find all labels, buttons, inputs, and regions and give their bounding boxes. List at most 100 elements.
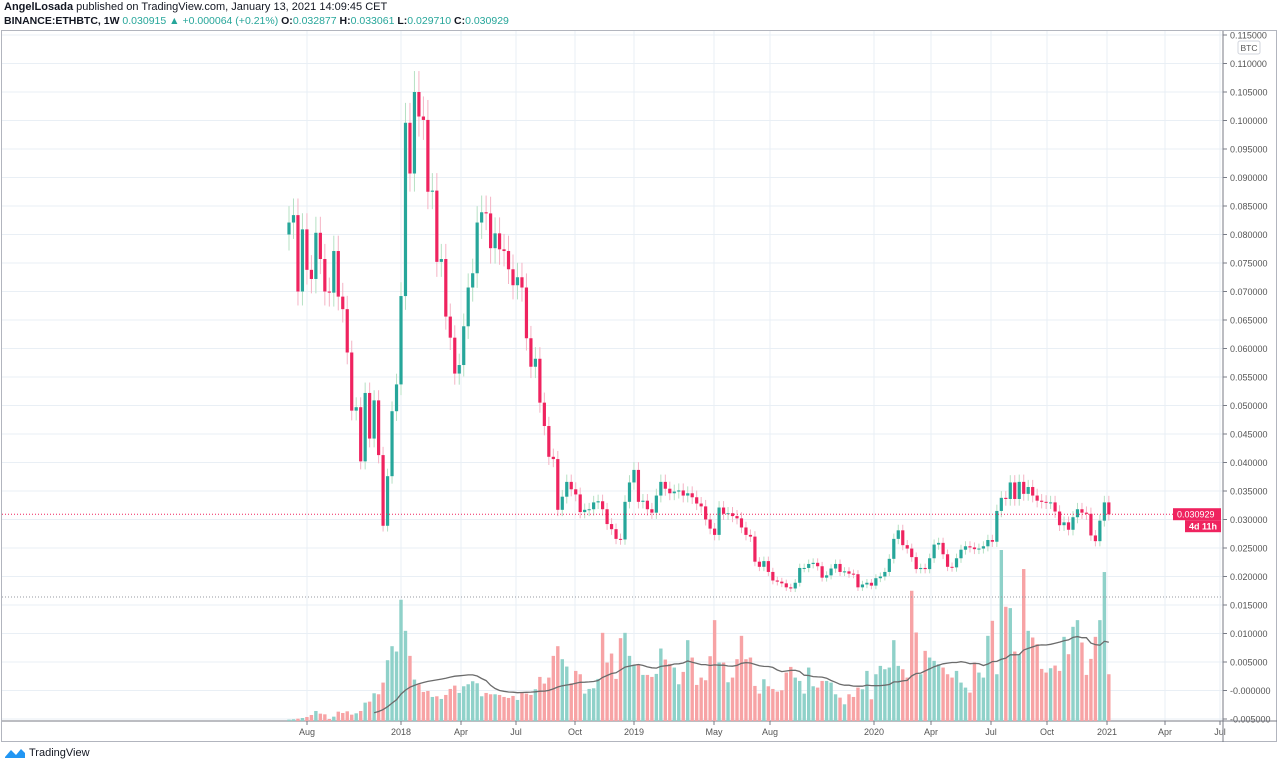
candle-body xyxy=(874,578,878,586)
candle-body xyxy=(1080,509,1084,513)
volume-bar xyxy=(1013,651,1017,721)
volume-bar xyxy=(578,674,582,721)
volume-bar xyxy=(444,694,448,721)
volume-bar xyxy=(847,694,851,721)
chart-frame[interactable] xyxy=(1,30,1277,742)
candle xyxy=(314,216,318,294)
candle xyxy=(766,556,770,577)
volume-bar xyxy=(574,670,578,721)
candle-body xyxy=(309,269,313,279)
volume-bar xyxy=(1008,608,1012,721)
volume-bar xyxy=(901,669,905,721)
candle-body xyxy=(766,561,770,572)
candle-body xyxy=(480,212,484,223)
volume-bar xyxy=(529,694,533,721)
x-tick-label: Oct xyxy=(568,727,583,737)
candle xyxy=(385,468,390,532)
tradingview-logo[interactable]: TradingView xyxy=(4,747,90,759)
candle xyxy=(327,277,331,307)
candle xyxy=(341,282,345,323)
volume-bar xyxy=(721,662,726,721)
candle-body xyxy=(878,576,882,579)
candle xyxy=(300,213,305,306)
candle-body xyxy=(618,538,623,540)
x-tick-label: Jul xyxy=(510,727,522,737)
volume-bar xyxy=(305,716,309,721)
volume-bar xyxy=(851,696,856,721)
candle xyxy=(390,401,394,484)
volume-bar xyxy=(376,694,381,721)
open-label: O: xyxy=(281,15,293,27)
candle-body xyxy=(959,549,963,559)
candle-body xyxy=(511,269,515,286)
candle-body xyxy=(372,400,376,439)
candle xyxy=(838,559,842,577)
candle-body xyxy=(668,488,672,494)
y-tick-label: 0.115000 xyxy=(1230,31,1267,41)
author-name[interactable]: AngelLosada xyxy=(4,1,74,13)
candle xyxy=(793,578,797,593)
candle xyxy=(547,416,551,465)
candle xyxy=(919,563,923,574)
candle-body xyxy=(721,507,726,514)
candle-body xyxy=(1053,502,1057,512)
candle-body xyxy=(663,481,667,489)
candle-body xyxy=(1049,502,1053,504)
volume-bar xyxy=(811,686,815,721)
candle-body xyxy=(377,400,381,456)
x-tick-label: Apr xyxy=(1158,727,1172,737)
candle xyxy=(583,503,587,519)
candle xyxy=(807,559,811,573)
candle xyxy=(618,533,623,545)
y-tick-label: 0.050000 xyxy=(1230,401,1268,411)
volume-bar xyxy=(650,676,654,721)
volume-bar xyxy=(565,666,569,721)
candle xyxy=(784,579,788,591)
candle xyxy=(990,534,994,547)
candle xyxy=(847,567,851,578)
candle-body xyxy=(1057,511,1062,526)
candle-body xyxy=(937,542,941,545)
candle xyxy=(305,213,309,285)
volume-bar xyxy=(439,698,444,721)
candle xyxy=(650,502,654,519)
candle xyxy=(1066,516,1071,536)
candle xyxy=(1035,488,1039,508)
candle-body xyxy=(323,259,327,292)
volume-bar xyxy=(1030,637,1035,721)
volume-bar xyxy=(569,683,573,721)
candle xyxy=(972,542,977,555)
candle-body xyxy=(995,510,999,542)
candle xyxy=(565,474,569,504)
volume-bar xyxy=(596,678,600,721)
candle xyxy=(645,494,649,516)
candle-body xyxy=(345,309,349,353)
open-value: 0.032877 xyxy=(292,15,337,27)
candle-body xyxy=(686,493,690,496)
candle xyxy=(592,495,596,516)
volume-bar xyxy=(784,672,788,721)
volume-bar xyxy=(462,686,466,721)
volume-bar xyxy=(820,680,824,721)
candle xyxy=(453,325,457,385)
volume-bar xyxy=(623,632,627,721)
candle-body xyxy=(1089,513,1093,536)
candle xyxy=(726,507,730,520)
candle-body xyxy=(704,506,708,520)
candle-body xyxy=(739,518,744,528)
candle-body xyxy=(623,501,627,540)
candle xyxy=(480,195,484,239)
candle xyxy=(713,522,717,541)
volume-bar xyxy=(829,682,833,721)
candle-body xyxy=(587,509,591,511)
candle-body xyxy=(901,530,905,546)
volume-bar xyxy=(954,670,959,721)
candle xyxy=(318,216,322,275)
volume-bar xyxy=(726,682,730,721)
candle-body xyxy=(1017,481,1021,499)
candle xyxy=(372,390,376,448)
candle xyxy=(1040,494,1044,509)
volume-bar xyxy=(905,677,909,721)
candle-body xyxy=(484,212,488,214)
